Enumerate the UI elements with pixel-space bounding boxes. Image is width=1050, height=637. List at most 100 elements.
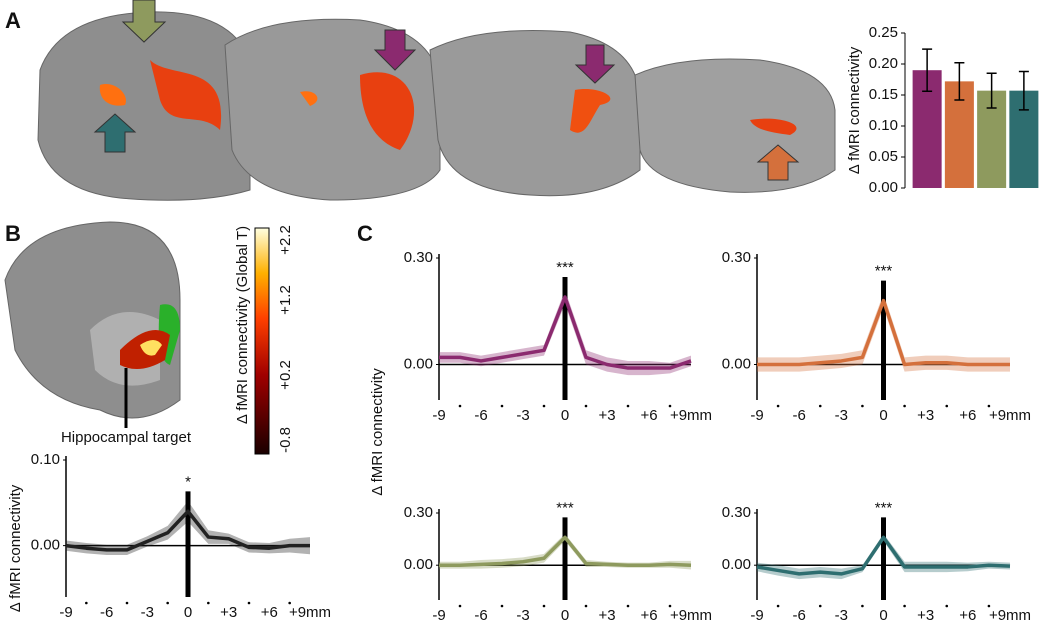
y-tick-label: 0.00 bbox=[869, 179, 898, 196]
error-bar bbox=[986, 72, 997, 109]
x-tick-label: +6 bbox=[640, 407, 657, 424]
panel-label: A bbox=[5, 8, 21, 33]
y-axis-label: Δ fMRI connectivity bbox=[846, 46, 863, 174]
annotation: * bbox=[185, 473, 191, 490]
x-minor-tick bbox=[458, 404, 462, 408]
brain-images bbox=[37, 0, 836, 201]
brain-image-b bbox=[4, 221, 270, 455]
x-minor-tick bbox=[288, 601, 291, 605]
x-tick-label: +3 bbox=[917, 607, 934, 624]
y-tick-label: 0.30 bbox=[722, 249, 751, 266]
x-tick-label: -3 bbox=[835, 407, 848, 424]
x-tick-label: -9 bbox=[59, 604, 72, 621]
error-band bbox=[439, 533, 691, 570]
x-tick-label: 0 bbox=[879, 407, 887, 424]
x-minor-tick bbox=[776, 604, 780, 608]
x-minor-tick bbox=[584, 404, 588, 408]
x-tick-label: -9 bbox=[750, 607, 763, 624]
y-axis-label: Δ fMRI connectivity bbox=[369, 368, 386, 496]
panel-label: B bbox=[5, 221, 21, 246]
x-minor-tick bbox=[542, 604, 546, 608]
y-tick-label: 0.05 bbox=[869, 148, 898, 165]
x-minor-tick bbox=[500, 604, 504, 608]
x-minor-tick bbox=[500, 404, 504, 408]
line bbox=[65, 509, 310, 552]
x-tick-label: -9 bbox=[432, 407, 445, 424]
x-minor-tick bbox=[584, 604, 588, 608]
x-tick-label: +3 bbox=[598, 407, 615, 424]
x-minor-tick bbox=[85, 601, 88, 605]
y-tick-label: 0.30 bbox=[404, 504, 433, 521]
x-minor-tick bbox=[166, 601, 169, 605]
x-tick-label: -9 bbox=[750, 407, 763, 424]
y-tick-label: 0.10 bbox=[869, 117, 898, 134]
y-tick-label: 0.00 bbox=[31, 537, 60, 554]
x-tick-label: -6 bbox=[474, 607, 487, 624]
x-tick-label: -6 bbox=[792, 407, 805, 424]
annotation: *** bbox=[556, 499, 574, 516]
y-tick-label: 0.10 bbox=[31, 451, 60, 468]
x-minor-tick bbox=[861, 404, 864, 408]
y-tick-label: 0.25 bbox=[869, 24, 898, 41]
x-minor-tick bbox=[818, 404, 822, 408]
error-band bbox=[439, 289, 691, 376]
y-tick-label: 0.30 bbox=[404, 249, 433, 266]
x-tick-label: +3 bbox=[220, 604, 237, 621]
y-tick-label: 0.30 bbox=[722, 504, 751, 521]
annotation: *** bbox=[875, 263, 893, 280]
x-tick-label: 0 bbox=[561, 407, 569, 424]
y-tick-label: 0.00 bbox=[404, 355, 433, 372]
x-tick-label: +6 bbox=[640, 607, 657, 624]
error-bar bbox=[1018, 70, 1029, 111]
error-bar bbox=[954, 62, 965, 101]
x-tick-label: +6 bbox=[959, 407, 976, 424]
x-tick-label: -3 bbox=[835, 607, 848, 624]
y-tick-label: 0.00 bbox=[722, 556, 751, 573]
line bbox=[757, 298, 1010, 367]
colorbar-label: +0.2 bbox=[277, 360, 294, 390]
x-minor-tick bbox=[125, 601, 129, 605]
x-tick-label: -6 bbox=[474, 407, 487, 424]
x-tick-label: +3 bbox=[598, 607, 615, 624]
y-tick-label: 0.15 bbox=[869, 86, 898, 103]
x-minor-tick bbox=[776, 404, 780, 408]
x-tick-label: +6 bbox=[959, 607, 976, 624]
target-label: Hippocampal target bbox=[61, 429, 192, 446]
x-minor-tick bbox=[458, 604, 462, 608]
y-tick-label: 0.00 bbox=[722, 355, 751, 372]
x-minor-tick bbox=[818, 604, 822, 608]
x-minor-tick bbox=[626, 604, 630, 608]
x-minor-tick bbox=[668, 604, 672, 608]
line bbox=[439, 295, 692, 370]
x-tick-label: -3 bbox=[516, 407, 529, 424]
x-tick-label: -3 bbox=[516, 607, 529, 624]
annotation: *** bbox=[875, 499, 893, 516]
annotation: *** bbox=[556, 259, 574, 276]
y-tick-label: 0.20 bbox=[869, 55, 898, 72]
x-minor-tick bbox=[207, 601, 210, 605]
x-tick-label: +9mm bbox=[670, 607, 712, 624]
x-minor-tick bbox=[987, 404, 991, 408]
x-minor-tick bbox=[945, 604, 949, 608]
x-tick-label: +9mm bbox=[670, 407, 712, 424]
x-tick-label: +6 bbox=[261, 604, 278, 621]
line bbox=[439, 535, 692, 567]
x-tick-label: +9mm bbox=[989, 407, 1031, 424]
colorbar bbox=[254, 227, 270, 455]
panel-label: C bbox=[357, 221, 373, 246]
x-minor-tick bbox=[945, 404, 949, 408]
x-minor-tick bbox=[903, 404, 906, 408]
x-tick-label: -6 bbox=[100, 604, 113, 621]
x-tick-label: 0 bbox=[561, 607, 569, 624]
x-tick-label: -6 bbox=[792, 607, 805, 624]
colorbar-label: -0.8 bbox=[277, 427, 294, 453]
x-tick-label: -9 bbox=[432, 607, 445, 624]
x-tick-label: -3 bbox=[141, 604, 154, 621]
x-minor-tick bbox=[861, 604, 864, 608]
x-tick-label: 0 bbox=[879, 607, 887, 624]
x-minor-tick bbox=[668, 404, 672, 408]
y-axis-label: Δ fMRI connectivity bbox=[7, 484, 24, 612]
line bbox=[756, 535, 1011, 576]
x-minor-tick bbox=[987, 604, 991, 608]
